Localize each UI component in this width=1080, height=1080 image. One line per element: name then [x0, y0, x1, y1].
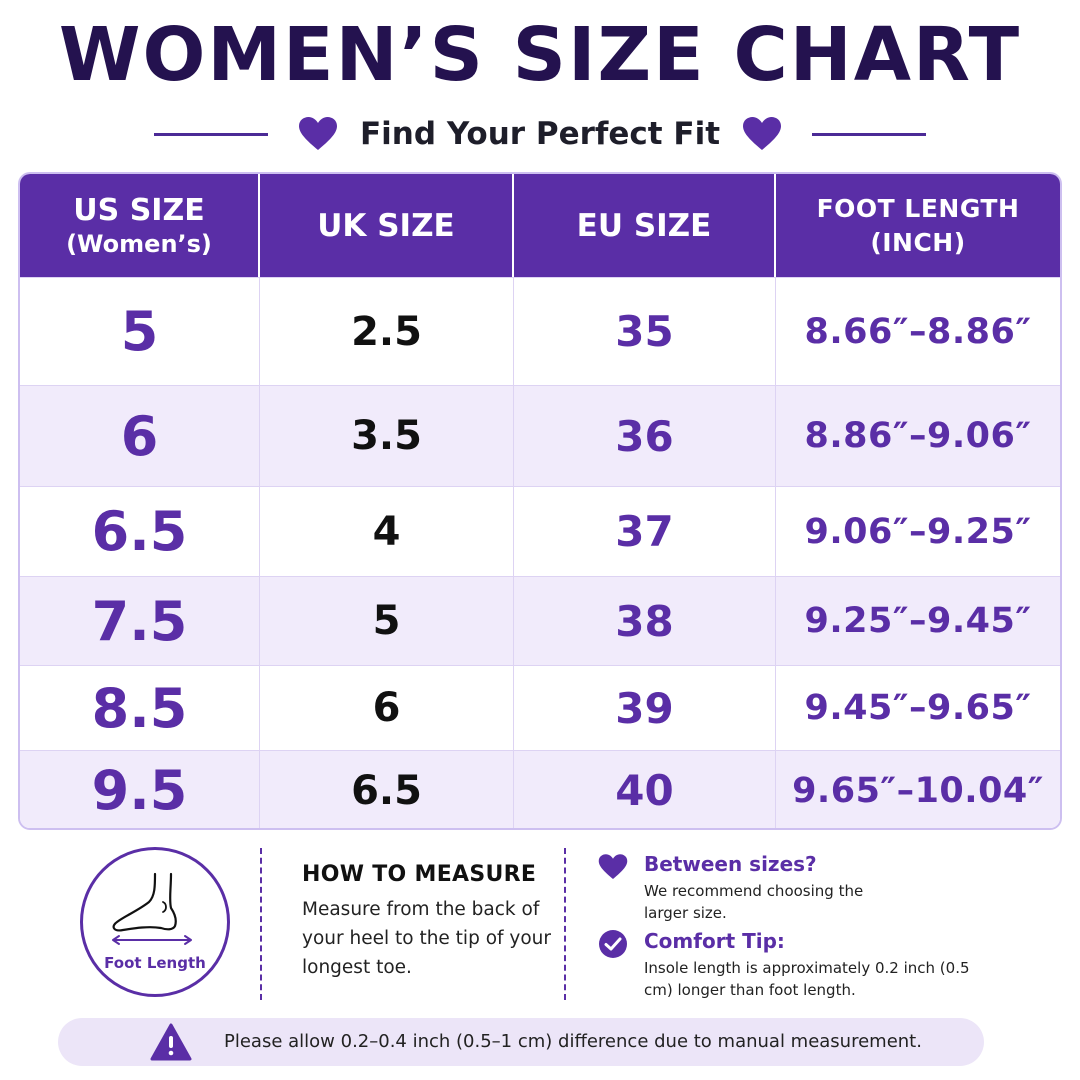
column-header-uk-size: UK SIZE: [260, 174, 514, 277]
cell-us-size: 5: [20, 278, 260, 385]
cell-foot-length: 9.65″–10.04″: [792, 770, 1044, 811]
table-row: 6.5 4 37 9.06″–9.25″: [20, 486, 1060, 576]
column-header-foot-length: FOOT LENGTH (INCH): [776, 174, 1060, 277]
measurement-notice: Please allow 0.2–0.4 inch (0.5–1 cm) dif…: [58, 1018, 984, 1066]
table-header: US SIZE (Women’s) UK SIZE EU SIZE FOOT L…: [20, 174, 1060, 277]
cell-eu-size: 36: [514, 386, 776, 486]
column-header-eu-size: EU SIZE: [514, 174, 776, 277]
table-row: 5 2.5 35 8.66″–8.86″: [20, 277, 1060, 385]
column-header-label: EU SIZE: [576, 207, 712, 244]
column-header-label: UK SIZE: [317, 207, 455, 244]
cell-eu-size: 35: [514, 278, 776, 385]
check-circle-icon: [599, 930, 627, 958]
divider-line-left: [153, 132, 268, 136]
cell-eu-size: 40: [514, 751, 776, 828]
heart-icon: [298, 117, 337, 150]
size-table: US SIZE (Women’s) UK SIZE EU SIZE FOOT L…: [18, 172, 1062, 830]
foot-length-label: Foot Length: [104, 954, 206, 972]
column-header-label: US SIZE: [73, 192, 205, 228]
foot-illustration: Foot Length: [80, 847, 230, 997]
tip-body: Insole length is approximately 0.2 inch …: [644, 959, 970, 999]
cell-uk-size: 3.5: [260, 386, 514, 486]
divider-dashed: [260, 848, 262, 1000]
cell-eu-size: 39: [514, 666, 776, 750]
cell-uk-size: 4: [260, 487, 514, 576]
cell-foot-length: 8.86″–9.06″: [804, 416, 1032, 456]
divider-line-right: [812, 132, 927, 136]
cell-us-size: 7.5: [20, 577, 260, 665]
table-row: 6 3.5 36 8.86″–9.06″: [20, 385, 1060, 486]
cell-us-size: 6: [20, 386, 260, 486]
cell-us-size: 6.5: [20, 487, 260, 576]
how-to-measure-body: Measure from the back of your heel to th…: [302, 899, 552, 978]
warning-icon: [150, 1023, 192, 1061]
tip-body: We recommend choosing the larger size.: [644, 882, 864, 922]
cell-uk-size: 5: [260, 577, 514, 665]
table-row: 7.5 5 38 9.25″–9.45″: [20, 576, 1060, 665]
page-title: WOMEN’S SIZE CHART: [58, 12, 1022, 98]
cell-foot-length: 9.25″–9.45″: [804, 601, 1032, 641]
divider-dashed: [564, 848, 566, 1000]
page-subtitle: Find Your Perfect Fit: [359, 116, 721, 152]
table-row: 9.5 6.5 40 9.65″–10.04″: [20, 750, 1060, 828]
tip-title: Between sizes?: [644, 852, 817, 876]
cell-eu-size: 38: [514, 577, 776, 665]
table-row: 8.5 6 39 9.45″–9.65″: [20, 665, 1060, 750]
column-header-label: FOOT LENGTH: [816, 193, 1020, 223]
heart-icon: [743, 117, 782, 150]
heart-icon: [598, 854, 628, 879]
column-header-us-size: US SIZE (Women’s): [20, 174, 260, 277]
column-header-sublabel: (INCH): [870, 227, 966, 257]
foot-icon: [112, 872, 192, 945]
cell-foot-length: 9.06″–9.25″: [804, 511, 1032, 552]
cell-foot-length: 9.45″–9.65″: [804, 688, 1032, 728]
cell-uk-size: 6.5: [260, 751, 514, 828]
tip-title: Comfort Tip:: [644, 929, 785, 953]
cell-uk-size: 2.5: [260, 278, 514, 385]
how-to-measure: HOW TO MEASURE Measure from the back of …: [302, 862, 552, 982]
column-header-sublabel: (Women’s): [66, 229, 212, 258]
cell-eu-size: 37: [514, 487, 776, 576]
cell-foot-length: 8.66″–8.86″: [804, 311, 1032, 352]
cell-uk-size: 6: [260, 666, 514, 750]
subtitle-row: Find Your Perfect Fit: [0, 112, 1080, 156]
how-to-measure-title: HOW TO MEASURE: [302, 862, 537, 887]
notice-text: Please allow 0.2–0.4 inch (0.5–1 cm) dif…: [224, 1031, 922, 1052]
cell-us-size: 9.5: [20, 751, 260, 828]
cell-us-size: 8.5: [20, 666, 260, 750]
